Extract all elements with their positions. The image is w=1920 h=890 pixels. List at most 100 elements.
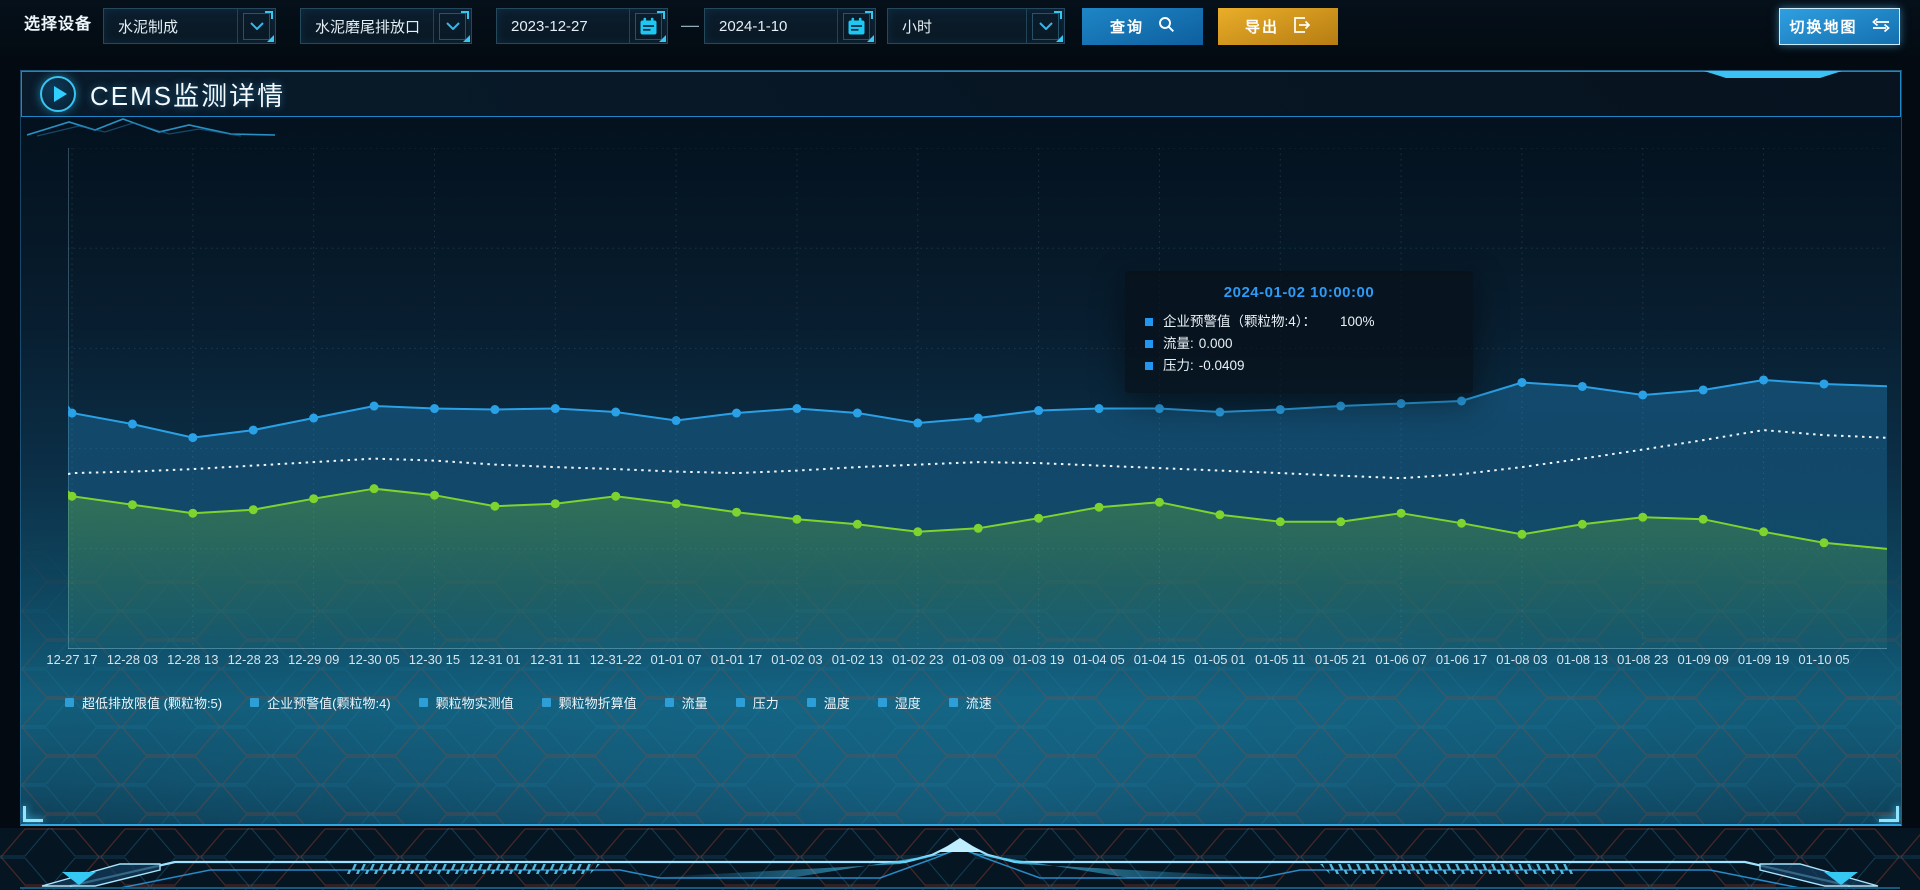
data-point[interactable] <box>127 500 137 510</box>
export-button[interactable]: 导出 <box>1218 8 1338 45</box>
interval-select-value: 小时 <box>902 18 933 36</box>
query-button[interactable]: 查询 <box>1082 8 1203 45</box>
legend-item[interactable]: 颗粒物折算值 <box>541 693 637 712</box>
switch-map-button[interactable]: 切换地图 <box>1779 8 1900 45</box>
data-point[interactable] <box>1638 512 1648 522</box>
data-point[interactable] <box>913 527 923 537</box>
data-point[interactable] <box>1759 375 1769 385</box>
data-point[interactable] <box>792 514 802 524</box>
data-point[interactable] <box>1336 517 1346 527</box>
chevron-down-icon <box>1032 12 1059 40</box>
data-point[interactable] <box>1396 508 1406 518</box>
data-point[interactable] <box>248 425 258 435</box>
interval-select-arrow-cell[interactable] <box>1026 9 1064 43</box>
process-select[interactable]: 水泥制成 <box>103 8 276 44</box>
chart-legend: 超低排放限值 (颗粒物:5) 企业预警值(颗粒物:4) 颗粒物实测值 颗粒物折算值 流量… <box>65 693 992 712</box>
device-select-label: 选择设备 <box>24 16 93 33</box>
data-point[interactable] <box>1457 396 1467 406</box>
x-axis-label: 01-04 05 <box>1073 652 1125 667</box>
data-point[interactable] <box>1094 404 1104 414</box>
x-axis-label: 01-09 09 <box>1677 652 1729 667</box>
data-point[interactable] <box>1638 390 1648 400</box>
data-point[interactable] <box>671 416 681 426</box>
interval-select[interactable]: 小时 <box>887 8 1065 44</box>
data-point[interactable] <box>671 499 681 509</box>
legend-item[interactable]: 颗粒物实测值 <box>418 693 514 712</box>
data-point[interactable] <box>369 484 379 494</box>
x-axis-label: 12-27 17 <box>46 652 98 667</box>
start-date-value: 2023-12-27 <box>511 17 588 35</box>
data-point[interactable] <box>550 499 560 509</box>
data-point[interactable] <box>1336 401 1346 411</box>
data-point[interactable] <box>1698 514 1708 524</box>
data-point[interactable] <box>732 408 742 418</box>
x-axis-label: 01-05 01 <box>1194 652 1246 667</box>
data-point[interactable] <box>852 519 862 529</box>
legend-item[interactable]: 企业预警值(颗粒物:4) <box>250 693 391 712</box>
data-point[interactable] <box>1759 527 1769 537</box>
outlet-select-arrow-cell[interactable] <box>433 9 471 43</box>
legend-item[interactable]: 超低排放限值 (颗粒物:5) <box>65 693 222 712</box>
panel-corner-accent <box>23 806 43 822</box>
data-point[interactable] <box>1698 385 1708 395</box>
legend-item[interactable]: 流量 <box>664 693 708 712</box>
data-point[interactable] <box>369 401 379 411</box>
data-point[interactable] <box>973 523 983 533</box>
tooltip-label: 压力: <box>1163 358 1194 373</box>
outlet-select[interactable]: 水泥磨尾排放口 <box>300 8 472 44</box>
data-point[interactable] <box>792 404 802 414</box>
data-point[interactable] <box>429 404 439 414</box>
data-point[interactable] <box>973 413 983 423</box>
end-date-picker[interactable]: 2024-1-10 <box>704 8 876 44</box>
data-point[interactable] <box>1034 513 1044 523</box>
data-point[interactable] <box>1819 538 1829 548</box>
end-date-calendar-cell[interactable] <box>837 9 875 43</box>
data-point[interactable] <box>1154 497 1164 507</box>
x-axis-label: 01-02 13 <box>831 652 884 667</box>
legend-item[interactable]: 流速 <box>948 693 992 712</box>
data-point[interactable] <box>188 508 198 518</box>
data-point[interactable] <box>1819 379 1829 389</box>
data-point[interactable] <box>309 494 319 504</box>
x-axis-label: 01-02 03 <box>771 652 823 667</box>
data-point[interactable] <box>490 501 500 511</box>
data-point[interactable] <box>1517 377 1527 387</box>
data-point[interactable] <box>611 491 621 501</box>
data-point[interactable] <box>1215 510 1225 520</box>
series-marker-icon <box>1145 340 1153 348</box>
data-point[interactable] <box>127 419 137 429</box>
legend-item-label: 流量 <box>681 696 708 711</box>
x-axis-label: 12-31 01 <box>469 652 521 667</box>
data-point[interactable] <box>1577 381 1587 391</box>
data-point[interactable] <box>68 491 77 501</box>
data-point[interactable] <box>1457 518 1467 528</box>
data-point[interactable] <box>1215 407 1225 417</box>
data-point[interactable] <box>1577 519 1587 529</box>
data-point[interactable] <box>1396 399 1406 409</box>
data-point[interactable] <box>248 505 258 515</box>
data-point[interactable] <box>309 413 319 423</box>
data-point[interactable] <box>852 408 862 418</box>
data-point[interactable] <box>429 490 439 500</box>
data-point[interactable] <box>550 404 560 414</box>
data-point[interactable] <box>1094 502 1104 512</box>
cems-line-chart[interactable] <box>68 148 1887 649</box>
data-point[interactable] <box>732 507 742 517</box>
data-point[interactable] <box>1517 529 1527 539</box>
data-point[interactable] <box>68 408 77 418</box>
legend-item[interactable]: 温度 <box>806 693 850 712</box>
legend-item[interactable]: 湿度 <box>877 693 921 712</box>
data-point[interactable] <box>490 405 500 415</box>
data-point[interactable] <box>1154 404 1164 414</box>
data-point[interactable] <box>611 407 621 417</box>
data-point[interactable] <box>1275 405 1285 415</box>
data-point[interactable] <box>1034 406 1044 416</box>
play-button[interactable] <box>40 76 76 112</box>
process-select-arrow-cell[interactable] <box>237 9 275 43</box>
legend-item[interactable]: 压力 <box>735 693 779 712</box>
data-point[interactable] <box>913 418 923 428</box>
data-point[interactable] <box>1275 517 1285 527</box>
start-date-picker[interactable]: 2023-12-27 <box>496 8 668 44</box>
start-date-calendar-cell[interactable] <box>629 9 667 43</box>
data-point[interactable] <box>188 433 198 443</box>
